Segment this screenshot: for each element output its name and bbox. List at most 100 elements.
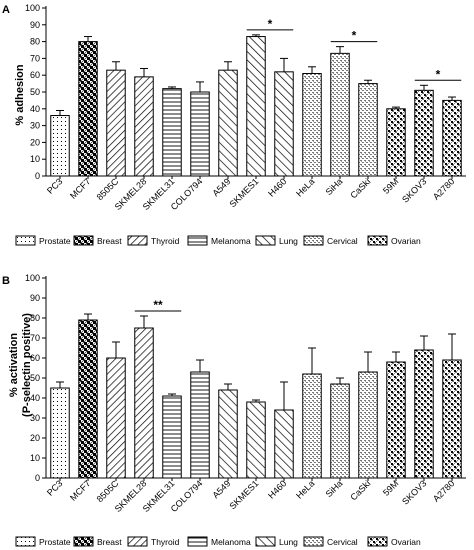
panel-b-y-axis-label-line2: (P-selectin positive) — [21, 313, 33, 417]
bar-HeLa — [302, 73, 322, 177]
bar-SKMEL31 — [162, 395, 182, 479]
bar-PC3 — [50, 387, 70, 479]
legend-label-prostate: Prostate — [39, 537, 71, 547]
legend-swatch-lung — [255, 536, 276, 547]
bar-A2780 — [442, 99, 462, 177]
x-tick-label-CaSki: CaSki — [348, 176, 372, 200]
bar-H460 — [274, 71, 294, 177]
x-tick-label-A2780: A2780 — [431, 176, 456, 201]
bar-PC3 — [50, 115, 70, 177]
legend-label-prostate: Prostate — [39, 236, 71, 246]
legend-label-lung: Lung — [279, 537, 298, 547]
x-tick-label-PC3: PC3 — [45, 176, 64, 195]
y-tick-label: 0 — [35, 473, 40, 483]
panel-a-y-axis-label: % adhesion — [14, 64, 26, 125]
x-tick-label-PC3: PC3 — [45, 478, 64, 497]
x-tick-label-A549: A549 — [210, 176, 232, 198]
legend-label-cervical: Cervical — [327, 537, 358, 547]
legend-swatch-ovarian — [367, 235, 388, 246]
y-tick-label: 30 — [30, 413, 40, 423]
legend-swatch-lung — [255, 235, 276, 246]
legend-label-ovarian: Ovarian — [391, 537, 421, 547]
y-tick-label: 10 — [30, 154, 40, 164]
bar-SiHa — [330, 52, 350, 177]
bar-8505C — [106, 357, 126, 479]
bar-A549 — [218, 389, 238, 479]
x-tick-label-59M: 59M — [381, 176, 400, 195]
bar-HeLa — [302, 373, 322, 479]
x-tick-label-MCF7: MCF7 — [68, 478, 92, 502]
bar-CaSki — [358, 371, 378, 479]
y-tick-label: 100 — [25, 3, 40, 13]
legend-swatch-breast — [73, 235, 94, 246]
bar-SKMEL28 — [134, 327, 154, 479]
x-tick-label-HeLa: HeLa — [294, 176, 316, 198]
x-tick-label-8505C: 8505C — [95, 478, 121, 504]
bar-59M — [386, 361, 406, 479]
x-tick-label-SKMES1: SKMES1 — [228, 176, 261, 209]
y-tick-label: 0 — [35, 171, 40, 181]
bar-A549 — [218, 69, 238, 177]
significance-marker: * — [352, 29, 357, 43]
y-tick-label: 50 — [30, 373, 40, 383]
x-tick-label-A549: A549 — [210, 478, 232, 500]
x-tick-label-H460: H460 — [266, 478, 288, 500]
panel-a-label: A — [2, 4, 10, 16]
significance-marker: * — [268, 17, 273, 31]
x-tick-label-SiHa: SiHa — [324, 478, 345, 499]
bar-SKOV3 — [414, 349, 434, 479]
panel-b-label: B — [2, 275, 10, 287]
y-tick-label: 100 — [25, 273, 40, 283]
y-tick-label: 80 — [30, 313, 40, 323]
y-tick-label: 40 — [30, 104, 40, 114]
y-tick-label: 70 — [30, 53, 40, 63]
panel-b-legend: Prostate Breast Thyroid Melanoma Lung Cervica… — [15, 536, 421, 547]
bar-CaSki — [358, 83, 378, 177]
legend-label-melanoma: Melanoma — [211, 236, 251, 246]
bar-MCF7 — [78, 319, 98, 479]
legend-label-ovarian: Ovarian — [391, 236, 421, 246]
legend-label-breast: Breast — [97, 236, 122, 246]
x-tick-label-SKOV3: SKOV3 — [400, 176, 428, 204]
bar-SiHa — [330, 383, 350, 479]
legend-swatch-ovarian — [367, 536, 388, 547]
bar-MCF7 — [78, 41, 98, 177]
y-tick-label: 50 — [30, 87, 40, 97]
x-tick-label-SKOV3: SKOV3 — [400, 478, 428, 506]
y-tick-label: 60 — [30, 353, 40, 363]
legend-swatch-melanoma — [187, 235, 208, 246]
legend-label-thyroid: Thyroid — [151, 236, 180, 246]
bar-8505C — [106, 69, 126, 177]
bar-SKMEL28 — [134, 76, 154, 177]
panel-b-y-axis-label-line1: % activation — [8, 333, 20, 397]
bar-COLO794 — [190, 91, 210, 177]
x-tick-label-SKMES1: SKMES1 — [228, 478, 261, 511]
panel-a-legend: Prostate Breast Thyroid Melanoma Lung Cervica… — [15, 235, 421, 246]
x-tick-label-A2780: A2780 — [431, 478, 456, 503]
bar-SKOV3 — [414, 89, 434, 177]
legend-label-breast: Breast — [97, 537, 122, 547]
bar-SKMEL31 — [162, 88, 182, 177]
y-tick-label: 80 — [30, 37, 40, 47]
x-tick-label-SiHa: SiHa — [324, 176, 345, 197]
y-tick-label: 60 — [30, 70, 40, 80]
legend-swatch-thyroid — [127, 536, 148, 547]
legend-label-melanoma: Melanoma — [211, 537, 251, 547]
x-tick-label-MCF7: MCF7 — [68, 176, 92, 200]
legend-swatch-melanoma — [187, 536, 208, 547]
y-tick-label: 20 — [30, 137, 40, 147]
x-tick-label-HeLa: HeLa — [294, 478, 316, 500]
bar-A2780 — [442, 359, 462, 479]
bar-H460 — [274, 409, 294, 479]
x-tick-label-H460: H460 — [266, 176, 288, 198]
bar-COLO794 — [190, 371, 210, 479]
legend-swatch-cervical — [303, 536, 324, 547]
bar-SKMES1 — [246, 36, 266, 177]
bar-SKMES1 — [246, 401, 266, 479]
legend-swatch-prostate — [15, 235, 36, 246]
significance-marker: ** — [153, 298, 163, 312]
y-tick-label: 90 — [30, 293, 40, 303]
